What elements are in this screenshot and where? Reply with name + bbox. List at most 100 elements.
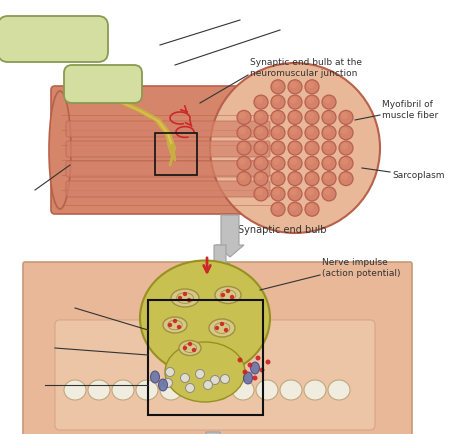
Ellipse shape <box>232 380 254 400</box>
Circle shape <box>288 80 302 94</box>
Circle shape <box>324 158 331 165</box>
Circle shape <box>221 293 225 297</box>
Circle shape <box>254 110 268 125</box>
Circle shape <box>173 319 177 323</box>
Circle shape <box>322 187 336 201</box>
Circle shape <box>178 296 182 300</box>
Circle shape <box>290 204 297 210</box>
Ellipse shape <box>179 341 201 355</box>
Circle shape <box>339 110 353 125</box>
Ellipse shape <box>49 91 71 209</box>
Circle shape <box>307 188 314 195</box>
Circle shape <box>305 110 319 125</box>
Circle shape <box>271 95 285 109</box>
Circle shape <box>273 188 280 195</box>
Circle shape <box>254 171 268 186</box>
Circle shape <box>339 126 353 140</box>
Circle shape <box>226 289 230 293</box>
Circle shape <box>322 95 336 109</box>
Ellipse shape <box>136 380 158 400</box>
Ellipse shape <box>304 380 326 400</box>
Circle shape <box>273 142 280 149</box>
Circle shape <box>254 126 268 140</box>
Ellipse shape <box>140 260 270 375</box>
Circle shape <box>290 142 297 149</box>
Circle shape <box>307 142 314 149</box>
Circle shape <box>273 97 280 104</box>
Text: Synaptic end bulb: Synaptic end bulb <box>238 225 327 235</box>
Circle shape <box>254 141 268 155</box>
Circle shape <box>165 368 174 377</box>
Ellipse shape <box>88 380 110 400</box>
Circle shape <box>273 204 280 210</box>
Circle shape <box>307 81 314 88</box>
Text: Myofibril of
muscle fiber: Myofibril of muscle fiber <box>382 100 438 120</box>
Ellipse shape <box>256 380 278 400</box>
Circle shape <box>273 158 280 165</box>
Circle shape <box>322 141 336 155</box>
Circle shape <box>322 171 336 186</box>
Circle shape <box>339 171 353 186</box>
FancyBboxPatch shape <box>64 65 142 103</box>
Circle shape <box>290 188 297 195</box>
Circle shape <box>288 141 302 155</box>
Circle shape <box>187 298 191 302</box>
Circle shape <box>324 188 331 195</box>
Circle shape <box>288 171 302 186</box>
Circle shape <box>164 378 173 388</box>
Circle shape <box>324 127 331 134</box>
Circle shape <box>305 126 319 140</box>
Circle shape <box>230 295 234 299</box>
Circle shape <box>271 80 285 94</box>
Circle shape <box>307 173 314 180</box>
FancyBboxPatch shape <box>66 141 270 157</box>
Circle shape <box>305 187 319 201</box>
Circle shape <box>290 97 297 104</box>
Ellipse shape <box>171 289 199 307</box>
Circle shape <box>324 97 331 104</box>
FancyBboxPatch shape <box>66 121 270 137</box>
Circle shape <box>273 173 280 180</box>
Circle shape <box>215 326 219 330</box>
Circle shape <box>271 156 285 170</box>
Circle shape <box>288 95 302 109</box>
Circle shape <box>273 127 280 134</box>
Circle shape <box>256 142 263 149</box>
Circle shape <box>324 112 331 119</box>
Circle shape <box>256 97 263 104</box>
Circle shape <box>307 158 314 165</box>
Text: Nerve impulse
(action potential): Nerve impulse (action potential) <box>322 258 401 278</box>
Text: Synaptic end bulb at the
neuromuscular junction: Synaptic end bulb at the neuromuscular j… <box>250 58 362 78</box>
Circle shape <box>341 173 348 180</box>
Circle shape <box>239 112 246 119</box>
Circle shape <box>256 173 263 180</box>
Circle shape <box>322 126 336 140</box>
Ellipse shape <box>163 317 187 333</box>
Circle shape <box>271 141 285 155</box>
Ellipse shape <box>64 380 86 400</box>
Circle shape <box>307 97 314 104</box>
Circle shape <box>307 127 314 134</box>
Ellipse shape <box>112 380 134 400</box>
Circle shape <box>305 80 319 94</box>
Circle shape <box>255 355 261 361</box>
FancyArrow shape <box>202 432 224 434</box>
Circle shape <box>322 110 336 125</box>
Circle shape <box>290 81 297 88</box>
Circle shape <box>324 173 331 180</box>
Circle shape <box>271 171 285 186</box>
Circle shape <box>288 156 302 170</box>
Ellipse shape <box>215 286 241 303</box>
Circle shape <box>307 112 314 119</box>
FancyArrow shape <box>210 245 230 273</box>
FancyBboxPatch shape <box>23 262 412 434</box>
Circle shape <box>239 158 246 165</box>
Circle shape <box>305 171 319 186</box>
Bar <box>155 133 197 175</box>
Circle shape <box>195 369 204 378</box>
Circle shape <box>339 156 353 170</box>
Circle shape <box>237 141 251 155</box>
Circle shape <box>224 328 228 332</box>
Circle shape <box>239 173 246 180</box>
Circle shape <box>290 127 297 134</box>
